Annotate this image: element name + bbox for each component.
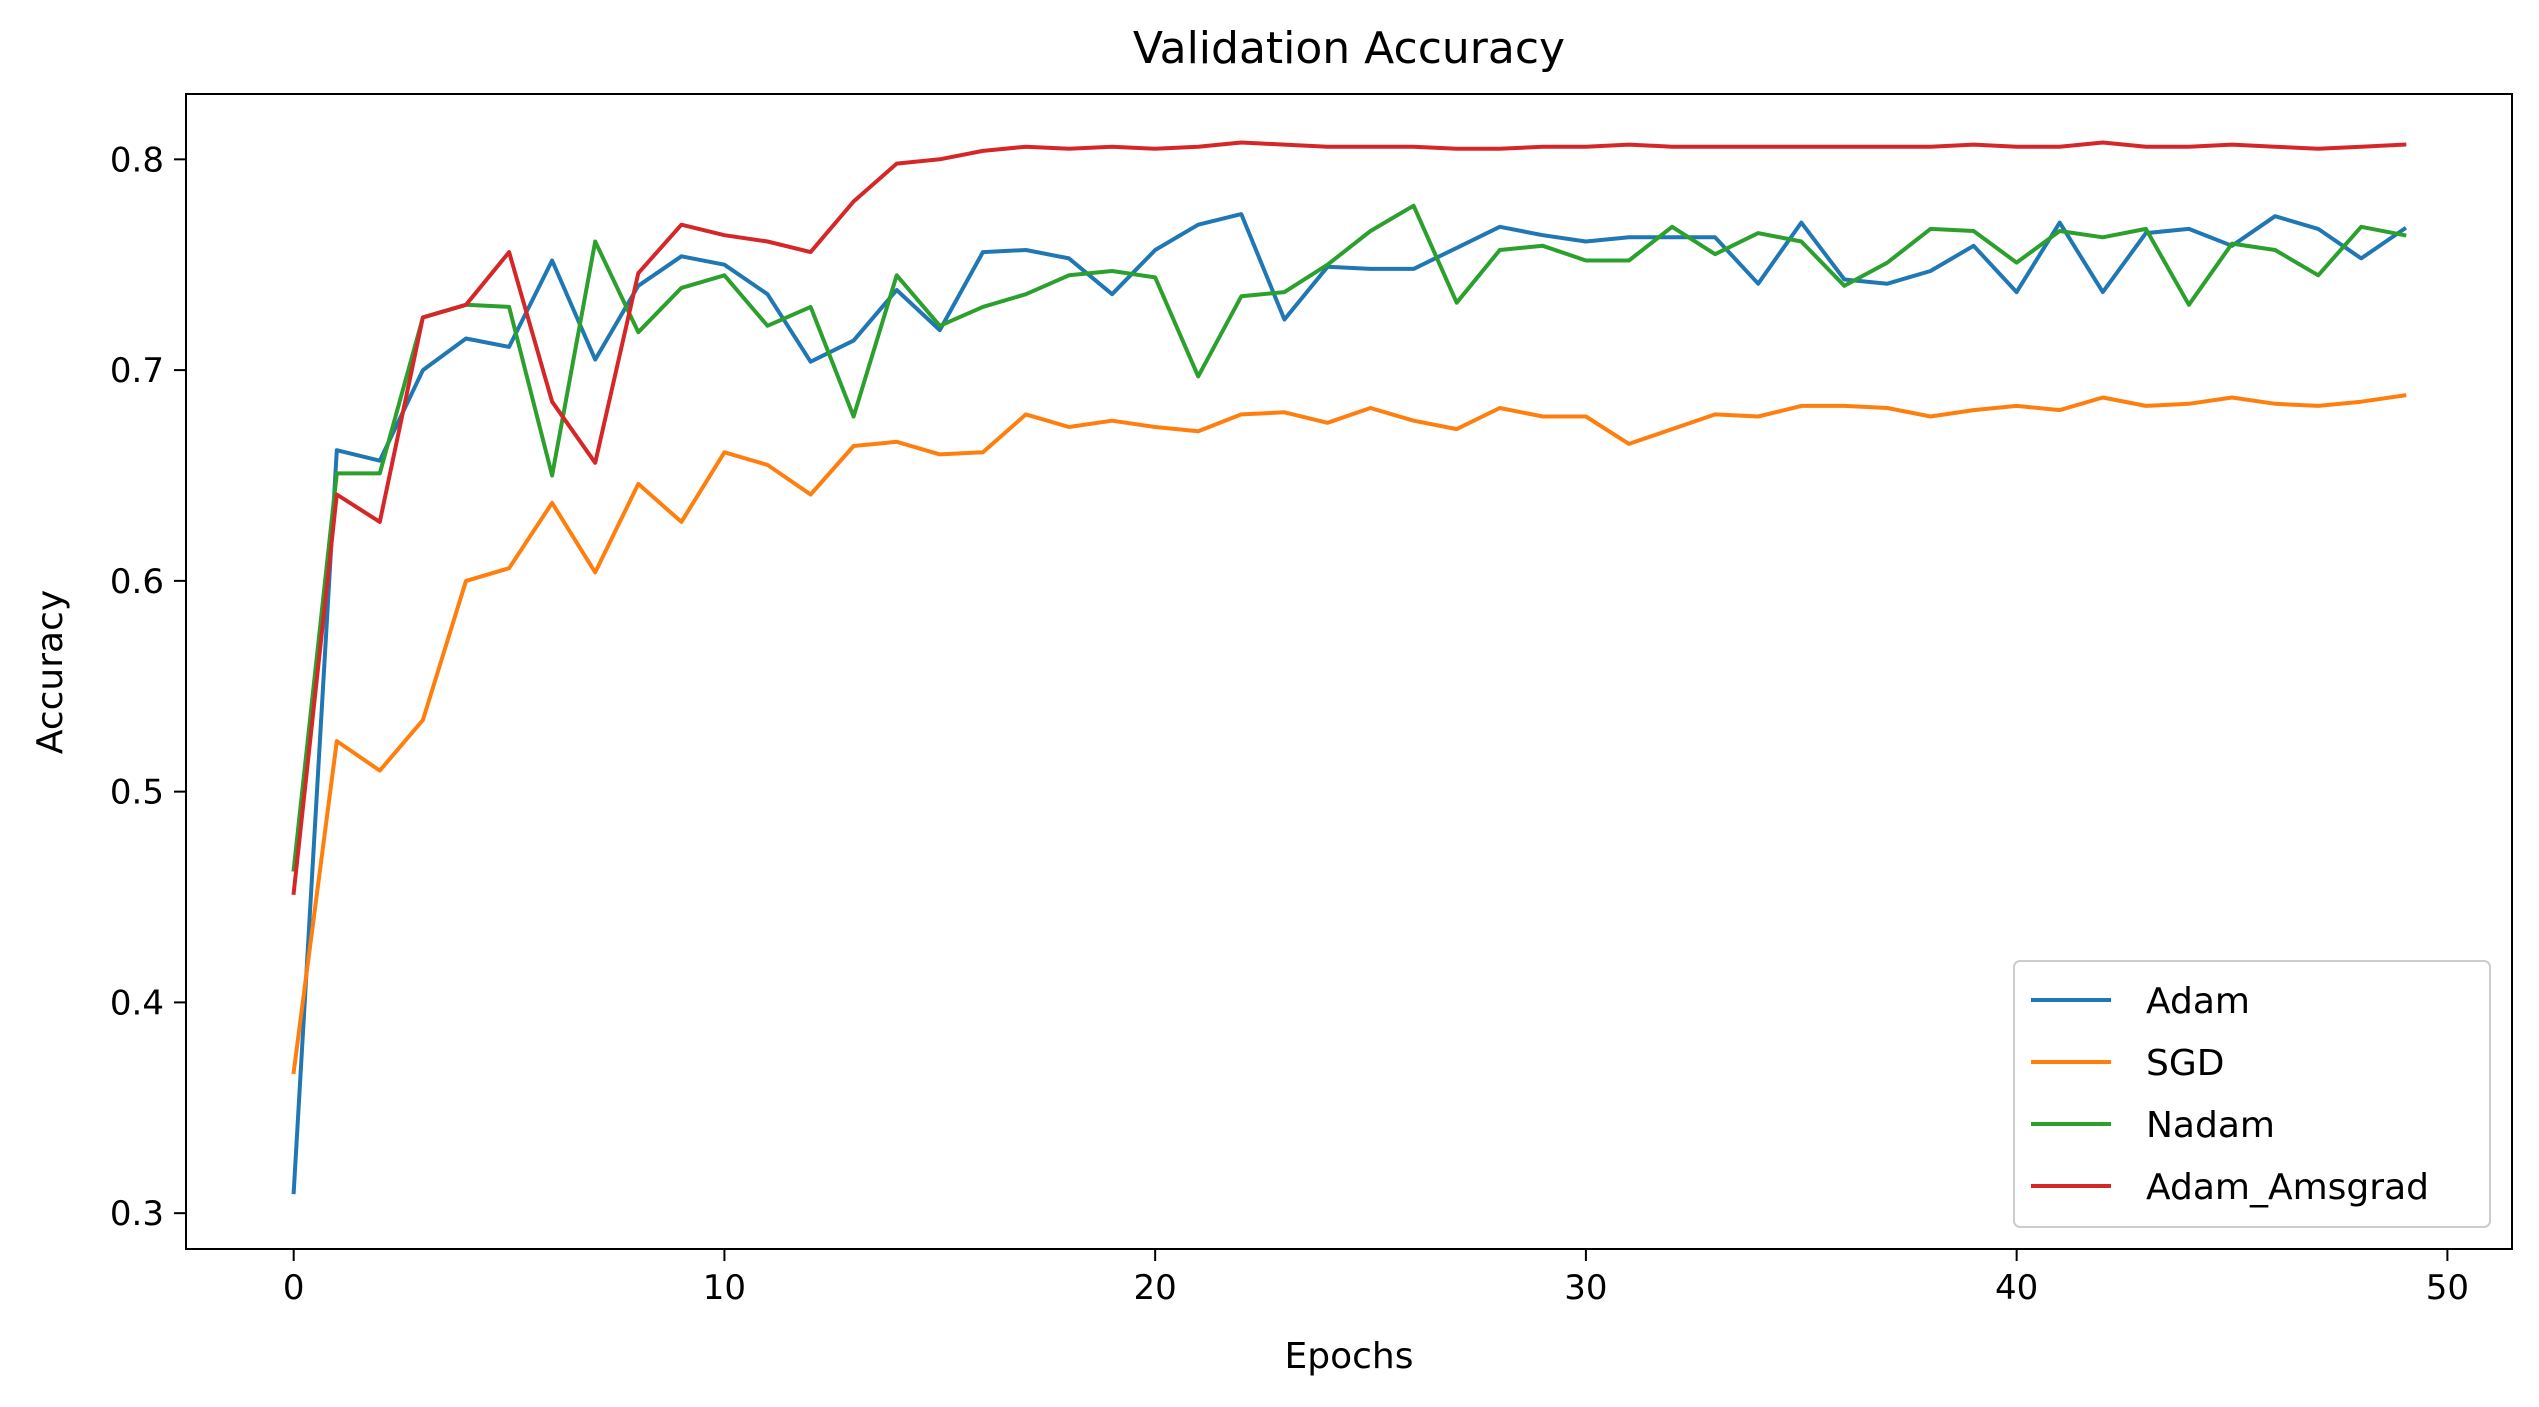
legend: Adam SGD Nadam Adam_Amsgrad: [2013, 960, 2491, 1228]
y-tick-label: 0.5: [110, 773, 164, 813]
x-tick-label: 40: [1995, 1268, 2038, 1308]
y-tick-label: 0.7: [110, 351, 164, 391]
series-layer: [291, 140, 2408, 1195]
legend-box: [2013, 960, 2491, 1228]
x-axis: 0 10 20 30 40 50: [283, 1249, 2469, 1308]
chart-title: Validation Accuracy: [1133, 23, 1565, 74]
x-tick-label: 50: [2426, 1268, 2469, 1308]
series-line-sgd: [291, 393, 2407, 1075]
x-tick-label: 0: [283, 1268, 305, 1308]
x-tick-label: 30: [1564, 1268, 1607, 1308]
legend-label-adam: Adam: [2146, 981, 2250, 1022]
plot-frame: [185, 93, 2513, 1250]
x-tick-label: 10: [703, 1268, 746, 1308]
y-axis: 0.3 0.4 0.5 0.6 0.7 0.8: [110, 140, 186, 1234]
y-tick-label: 0.6: [110, 562, 164, 602]
y-axis-label: Accuracy: [30, 590, 71, 754]
legend-label-adam-amsgrad: Adam_Amsgrad: [2146, 1167, 2429, 1208]
x-tick-label: 20: [1134, 1268, 1177, 1308]
series-line-adam-amsgrad: [291, 140, 2407, 896]
legend-label-nadam: Nadam: [2146, 1105, 2275, 1146]
y-tick-label: 0.3: [110, 1194, 164, 1234]
y-tick-label: 0.8: [110, 140, 164, 180]
legend-label-sgd: SGD: [2146, 1043, 2224, 1084]
series-line-nadam: [291, 203, 2407, 872]
x-axis-label: Epochs: [1285, 1336, 1414, 1377]
y-tick-label: 0.4: [110, 983, 164, 1023]
